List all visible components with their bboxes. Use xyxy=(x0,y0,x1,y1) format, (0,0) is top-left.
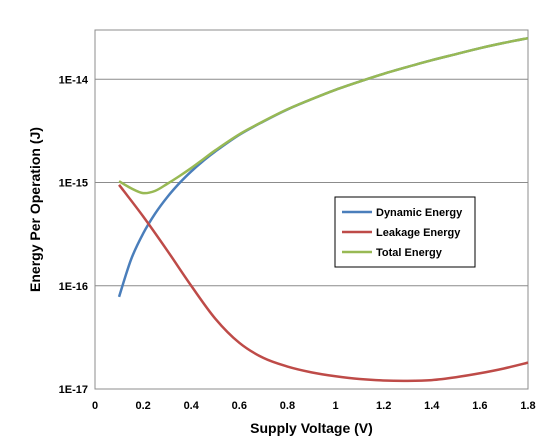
x-tick-label: 1 xyxy=(332,400,338,412)
series-line-total-energy xyxy=(118,36,529,195)
series-lines xyxy=(117,36,529,383)
x-tick-label: 0.8 xyxy=(280,400,295,412)
y-tick-label: 1E-15 xyxy=(59,178,88,190)
series-line-leakage-energy xyxy=(118,184,529,383)
x-axis-tick-labels: 0 0.2 0.4 0.6 0.8 1 1.2 1.4 1.6 1.8 xyxy=(92,400,536,412)
x-tick-label: 0.6 xyxy=(232,400,247,412)
x-tick-label: 0.4 xyxy=(184,400,200,412)
y-tick-label: 1E-17 xyxy=(59,384,88,396)
x-tick-label: 1.8 xyxy=(520,400,535,412)
y-tick-label: 1E-14 xyxy=(59,74,89,86)
y-axis-tick-labels: 1E-17 1E-16 1E-15 1E-14 xyxy=(59,74,89,396)
x-axis-title: Supply Voltage (V) xyxy=(250,420,373,436)
legend-label: Total Energy xyxy=(376,247,443,259)
legend: Dynamic Energy Leakage Energy Total Energy xyxy=(334,196,476,268)
y-axis-title: Energy Per Operation (J) xyxy=(27,127,43,292)
y-tick-label: 1E-16 xyxy=(59,281,88,293)
legend-label: Dynamic Energy xyxy=(376,207,463,219)
x-tick-label: 1.6 xyxy=(472,400,487,412)
x-tick-label: 1.4 xyxy=(424,400,440,412)
legend-box xyxy=(334,196,476,268)
x-tick-label: 0.2 xyxy=(135,400,150,412)
x-tick-label: 1.2 xyxy=(376,400,391,412)
legend-label: Leakage Energy xyxy=(376,227,461,239)
x-tick-label: 0 xyxy=(92,400,98,412)
